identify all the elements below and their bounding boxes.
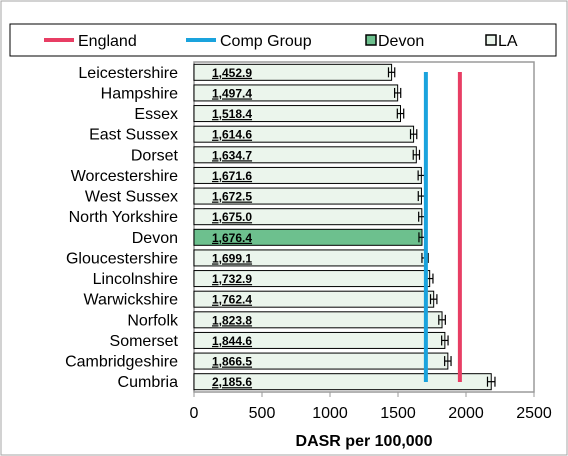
data-label: 1,676.4: [212, 231, 252, 245]
data-label: 1,497.4: [212, 86, 252, 100]
error-bar: [412, 149, 421, 160]
category-label: East Sussex: [89, 127, 178, 144]
category-label: Cumbria: [118, 374, 179, 391]
category-label: North Yorkshire: [69, 209, 178, 226]
category-label: Norfolk: [127, 312, 179, 329]
data-label: 1,844.6: [212, 334, 252, 348]
legend: England Comp Group Devon LA: [9, 23, 557, 57]
data-label: 1,452.9: [212, 66, 252, 80]
x-tick-label: 1000: [312, 405, 348, 422]
x-axis: 0 500 1000 1500 2000 2500: [190, 392, 552, 422]
error-bar: [394, 87, 402, 98]
data-label: 1,634.7: [212, 148, 252, 162]
data-label: 1,699.1: [212, 251, 252, 265]
legend-label: Comp Group: [220, 33, 312, 50]
data-label: 2,185.6: [212, 375, 252, 389]
data-label: 1,671.6: [212, 169, 252, 183]
category-label: Worcestershire: [71, 168, 178, 185]
error-bar: [444, 356, 452, 367]
value-label-group: 1,452.9 1,497.4 1,518.4 1,614.6 1,634.7 1,671…: [212, 66, 252, 389]
error-bar: [441, 335, 449, 346]
x-tick-label: 0: [190, 405, 199, 422]
legend-swatch-box: [485, 34, 497, 46]
category-label: Devon: [132, 230, 178, 247]
data-label: 1,732.9: [212, 272, 252, 286]
category-label: Gloucestershire: [66, 250, 178, 267]
data-label: 1,762.4: [212, 293, 252, 307]
error-bar: [387, 67, 396, 78]
category-label: Cambridgeshire: [65, 354, 178, 371]
bar-group: [193, 63, 492, 391]
category-label: West Sussex: [85, 189, 178, 206]
category-label: Leicestershire: [78, 65, 178, 82]
reference-line-group: [423, 72, 462, 382]
legend-label: England: [78, 33, 137, 50]
category-label: Essex: [134, 106, 178, 123]
plot-area: [193, 61, 535, 393]
x-axis-title: DASR per 100,000: [296, 433, 433, 450]
legend-label: Devon: [378, 33, 424, 50]
error-bar: [486, 376, 496, 387]
data-label: 1,823.8: [212, 313, 252, 327]
x-tick-label: 2500: [516, 405, 552, 422]
error-bar: [438, 314, 446, 325]
category-label: Warwickshire: [83, 292, 178, 309]
error-bar: [409, 129, 418, 140]
category-label: Hampshire: [101, 85, 178, 102]
category-label: Lincolnshire: [93, 271, 178, 288]
error-bar: [396, 108, 405, 119]
category-label-group: Leicestershire Hampshire Essex East Sussex D…: [65, 65, 179, 391]
x-tick-label: 2000: [448, 405, 484, 422]
data-label: 1,675.0: [212, 210, 252, 224]
data-label: 1,614.6: [212, 128, 252, 142]
legend-box: [9, 23, 557, 57]
legend-swatch-box: [365, 34, 377, 46]
error-bar: [429, 294, 438, 305]
data-label: 1,518.4: [212, 107, 252, 121]
x-tick-label: 500: [249, 405, 276, 422]
data-label: 1,866.5: [212, 355, 252, 369]
category-label: Somerset: [110, 333, 179, 350]
x-tick-label: 1500: [380, 405, 416, 422]
category-label: Dorset: [131, 147, 179, 164]
data-label: 1,672.5: [212, 190, 252, 204]
legend-label: LA: [498, 33, 518, 50]
